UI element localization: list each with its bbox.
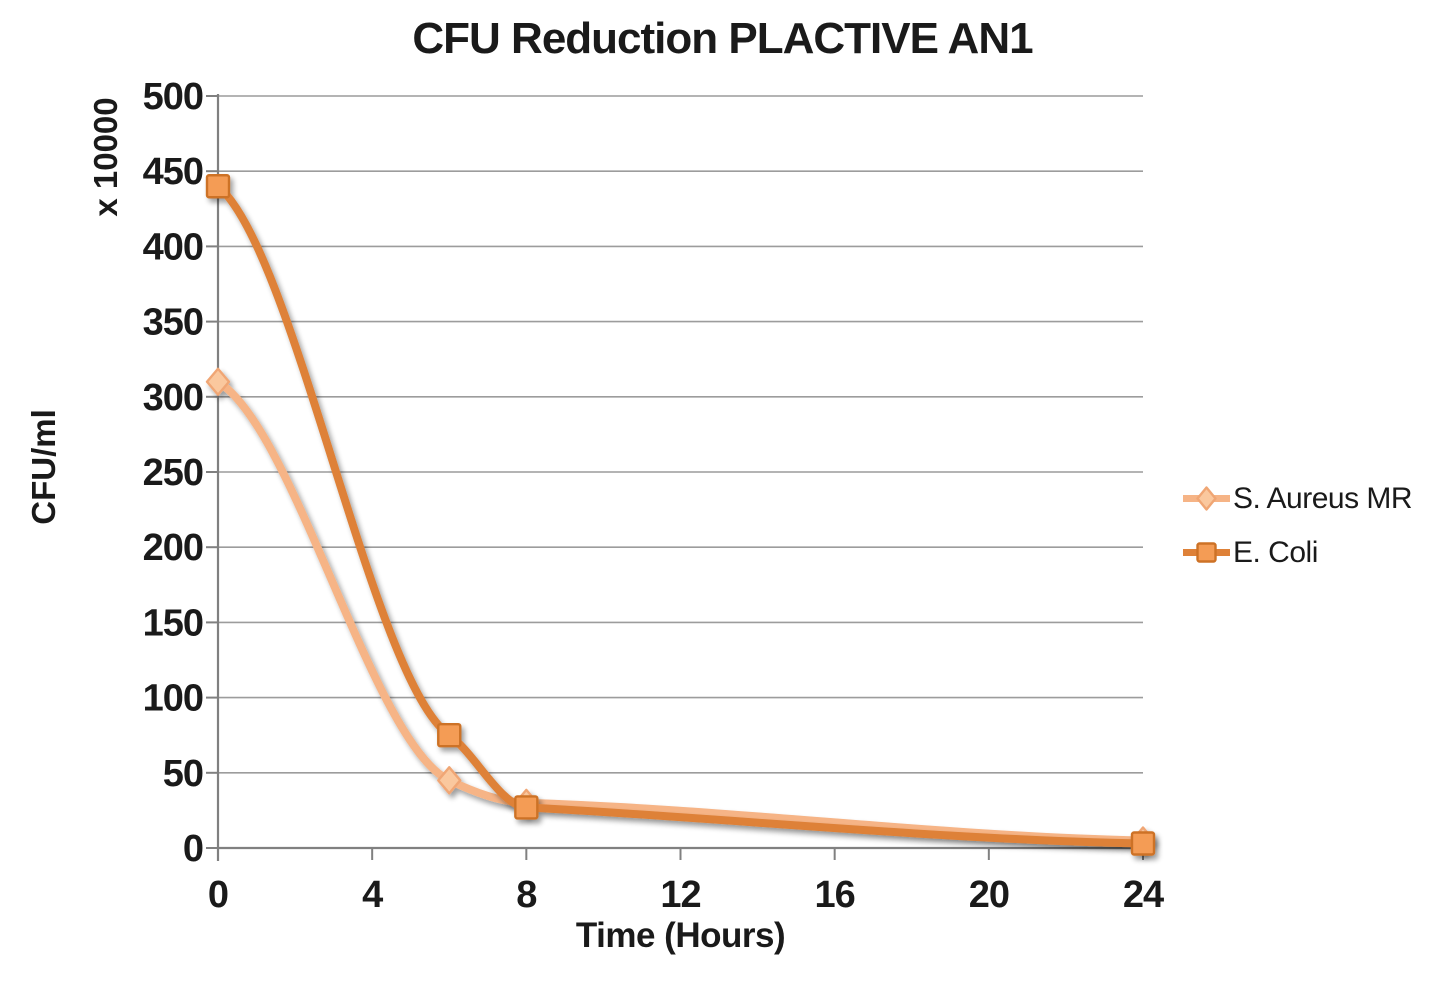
marker-square-e-coli	[205, 174, 231, 199]
y-tick-label: 100	[143, 678, 203, 720]
series-line-s-aureus-mr	[214, 377, 1147, 845]
y-tick-label: 500	[143, 76, 203, 118]
y-tick-label: 450	[143, 151, 203, 193]
marker-square-e-coli	[1196, 542, 1217, 563]
legend-marker-s-aureus-mr	[1183, 486, 1230, 511]
legend-label: E. Coli	[1233, 535, 1318, 569]
y-tick-label: 400	[143, 226, 203, 268]
marker-square-e-coli	[437, 723, 462, 748]
x-tick-label: 12	[660, 874, 700, 916]
series-e-coli	[205, 174, 1156, 856]
x-tick-label: 8	[516, 874, 536, 916]
marker-diamond-s-aureus-mr	[1196, 486, 1217, 511]
y-axis-multiplier-label: x 10000	[87, 97, 124, 217]
chart-title: CFU Reduction PLACTIVE AN1	[412, 14, 1033, 63]
legend-marker-e-coli	[1183, 542, 1230, 563]
legend-label: S. Aureus MR	[1233, 481, 1413, 515]
y-tick-label: 300	[143, 377, 203, 419]
x-tick-label: 16	[815, 874, 855, 916]
x-tick-label: 0	[208, 874, 228, 916]
legend: S. Aureus MR E. Coli	[1183, 477, 1413, 574]
y-tick-label: 50	[163, 753, 203, 795]
marker-square-e-coli	[1130, 831, 1156, 856]
x-axis-title: Time (Hours)	[575, 916, 786, 955]
y-tick-label: 200	[143, 527, 203, 569]
x-tick-label: 20	[969, 874, 1009, 916]
legend-item-s-aureus-mr: S. Aureus MR	[1183, 477, 1413, 520]
y-tick-label: 150	[143, 602, 203, 644]
x-tick-label: 4	[362, 874, 383, 916]
marker-square-e-coli	[514, 795, 539, 820]
series-line-e-coli	[214, 182, 1147, 848]
series-s-aureus-mr	[205, 367, 1156, 855]
y-tick-label: 250	[143, 452, 203, 494]
y-tick-label: 350	[143, 302, 203, 344]
marker-diamond-s-aureus-mr	[437, 766, 462, 795]
marker-diamond-s-aureus-mr	[205, 367, 231, 396]
y-axis-title: CFU/ml	[25, 409, 62, 525]
y-tick-label: 0	[183, 828, 203, 870]
x-tick-label: 24	[1123, 874, 1164, 916]
legend-item-e-coli: E. Coli	[1183, 531, 1412, 574]
